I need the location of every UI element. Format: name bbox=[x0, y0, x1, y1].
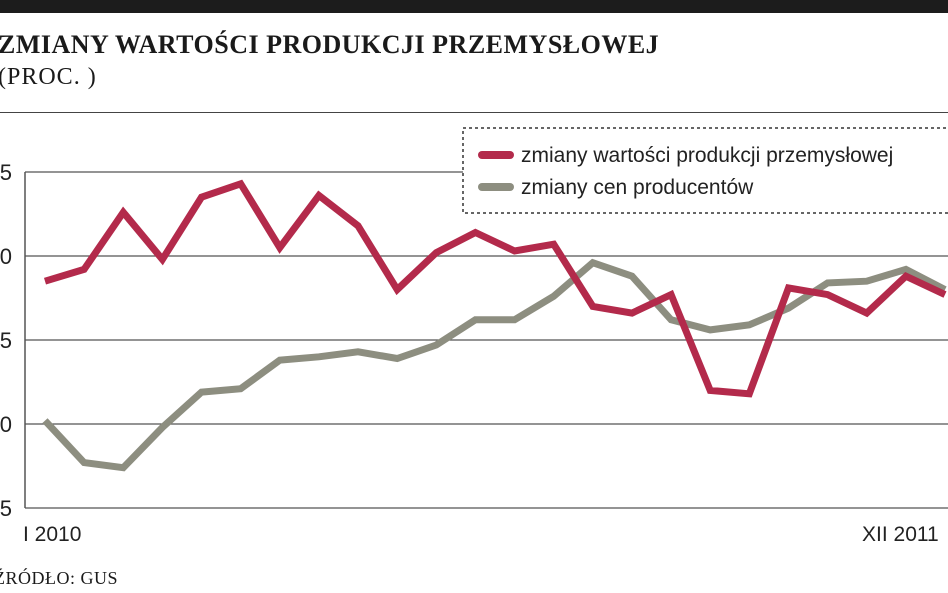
top-bar bbox=[0, 0, 948, 13]
x-tick-label: I 2010 bbox=[23, 523, 81, 546]
source-note: ŹRÓDŁO: GUS bbox=[0, 568, 119, 588]
legend-box bbox=[462, 127, 948, 214]
y-tick-label: 15 bbox=[0, 160, 12, 185]
y-tick-label: 0 bbox=[0, 412, 12, 437]
legend: zmiany wartości produkcji przemysłowej zm… bbox=[462, 127, 948, 214]
y-tick-label: 5 bbox=[0, 328, 12, 353]
chart-title: ZMIANY WARTOŚCI PRODUKCJI PRZEMYSŁOWEJ bbox=[0, 30, 660, 59]
series-line-production bbox=[43, 179, 947, 398]
y-tick-label: -5 bbox=[0, 496, 12, 521]
chart-unit: (PROC. ) bbox=[0, 64, 97, 90]
y-tick-label: 10 bbox=[0, 244, 12, 269]
title-divider bbox=[0, 112, 948, 113]
legend-label: zmiany cen producentów bbox=[521, 176, 754, 199]
legend-label: zmiany wartości produkcji przemysłowej bbox=[521, 144, 893, 167]
series-line-prices bbox=[42, 258, 947, 472]
x-tick-label: XII 2011 bbox=[862, 523, 939, 546]
